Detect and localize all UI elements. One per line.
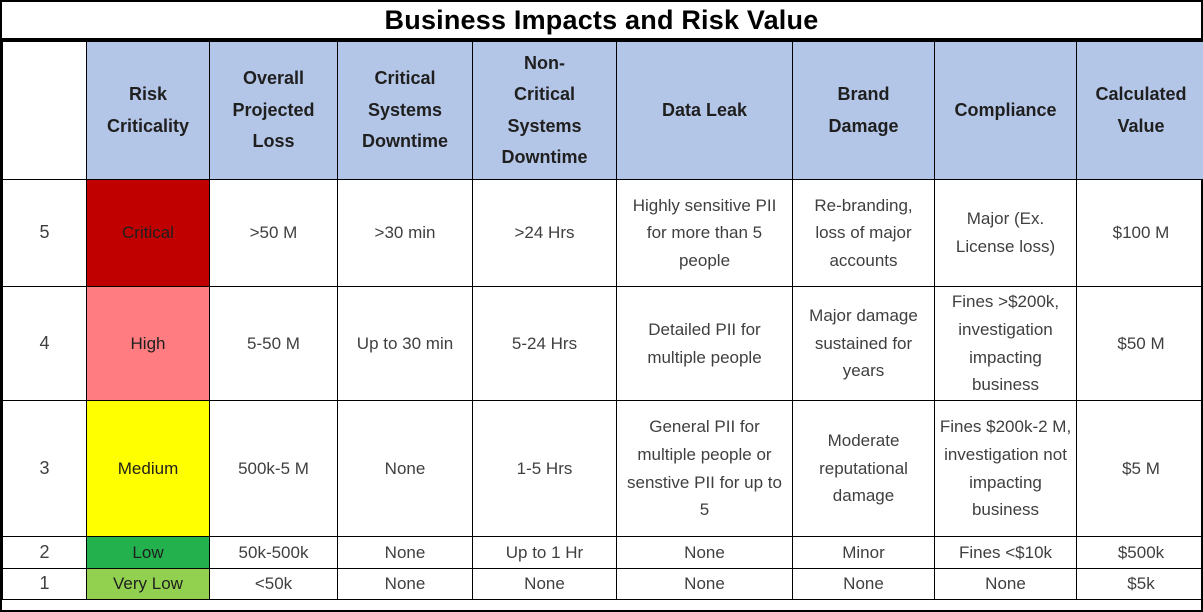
cell-compliance: Major (Ex. License loss)	[934, 179, 1077, 287]
cell-data-leak: None	[616, 568, 793, 600]
cell-level: 1	[2, 568, 87, 600]
cell-calculated-value: $500k	[1076, 536, 1203, 569]
cell-calculated-value: $50 M	[1076, 286, 1203, 401]
cell-risk-criticality: Medium	[86, 400, 210, 537]
cell-brand-damage: Major damage sustained for years	[792, 286, 935, 401]
cell-level: 5	[2, 179, 87, 287]
risk-matrix-table: Risk Criticality Overall Projected Loss …	[2, 41, 1203, 600]
cell-overall-projected-loss: 50k-500k	[209, 536, 338, 569]
cell-data-leak: Detailed PII for multiple people	[616, 286, 793, 401]
cell-non-critical-systems-downtime: None	[472, 568, 617, 600]
table-body: 5 Critical >50 M >30 min >24 Hrs Highly sensi…	[2, 179, 1203, 600]
header-data-leak: Data Leak	[616, 41, 793, 180]
cell-risk-criticality: Critical	[86, 179, 210, 287]
cell-level: 4	[2, 286, 87, 401]
header-non-critical-systems-downtime: Non- Critical Systems Downtime	[472, 41, 617, 180]
cell-risk-criticality: Low	[86, 536, 210, 569]
cell-risk-criticality: High	[86, 286, 210, 401]
page-title: Business Impacts and Risk Value	[2, 2, 1201, 41]
cell-compliance: Fines $200k-2 M, investigation not impac…	[934, 400, 1077, 537]
table-row: 2 Low 50k-500k None Up to 1 Hr None Minor Fines…	[2, 536, 1203, 569]
cell-overall-projected-loss: <50k	[209, 568, 338, 600]
cell-data-leak: General PII for multiple people or senst…	[616, 400, 793, 537]
header-level	[2, 41, 87, 180]
cell-level: 3	[2, 400, 87, 537]
cell-brand-damage: Re-branding, loss of major accounts	[792, 179, 935, 287]
cell-compliance: Fines >$200k, investigation impacting bu…	[934, 286, 1077, 401]
cell-compliance: Fines <$10k	[934, 536, 1077, 569]
cell-calculated-value: $5 M	[1076, 400, 1203, 537]
cell-non-critical-systems-downtime: Up to 1 Hr	[472, 536, 617, 569]
cell-brand-damage: Minor	[792, 536, 935, 569]
header-brand-damage: Brand Damage	[792, 41, 935, 180]
header-critical-systems-downtime: Critical Systems Downtime	[337, 41, 473, 180]
cell-critical-systems-downtime: Up to 30 min	[337, 286, 473, 401]
cell-brand-damage: None	[792, 568, 935, 600]
cell-brand-damage: Moderate reputational damage	[792, 400, 935, 537]
cell-critical-systems-downtime: None	[337, 536, 473, 569]
header-overall-projected-loss: Overall Projected Loss	[209, 41, 338, 180]
cell-data-leak: Highly sensitive PII for more than 5 peo…	[616, 179, 793, 287]
table-row: 4 High 5-50 M Up to 30 min 5-24 Hrs Detailed …	[2, 286, 1203, 401]
cell-overall-projected-loss: >50 M	[209, 179, 338, 287]
table-row: 3 Medium 500k-5 M None 1-5 Hrs General PII fo…	[2, 400, 1203, 537]
cell-risk-criticality: Very Low	[86, 568, 210, 600]
cell-critical-systems-downtime: >30 min	[337, 179, 473, 287]
cell-overall-projected-loss: 500k-5 M	[209, 400, 338, 537]
cell-calculated-value: $5k	[1076, 568, 1203, 600]
cell-overall-projected-loss: 5-50 M	[209, 286, 338, 401]
cell-compliance: None	[934, 568, 1077, 600]
header-compliance: Compliance	[934, 41, 1077, 180]
cell-critical-systems-downtime: None	[337, 400, 473, 537]
header-row: Risk Criticality Overall Projected Loss …	[2, 41, 1203, 180]
table-row: 5 Critical >50 M >30 min >24 Hrs Highly sensi…	[2, 179, 1203, 287]
cell-calculated-value: $100 M	[1076, 179, 1203, 287]
cell-data-leak: None	[616, 536, 793, 569]
cell-non-critical-systems-downtime: 5-24 Hrs	[472, 286, 617, 401]
header-risk-criticality: Risk Criticality	[86, 41, 210, 180]
cell-non-critical-systems-downtime: >24 Hrs	[472, 179, 617, 287]
cell-critical-systems-downtime: None	[337, 568, 473, 600]
table-row: 1 Very Low <50k None None None None None $5k	[2, 568, 1203, 600]
header-calculated-value: Calculated Value	[1076, 41, 1203, 180]
cell-level: 2	[2, 536, 87, 569]
cell-non-critical-systems-downtime: 1-5 Hrs	[472, 400, 617, 537]
